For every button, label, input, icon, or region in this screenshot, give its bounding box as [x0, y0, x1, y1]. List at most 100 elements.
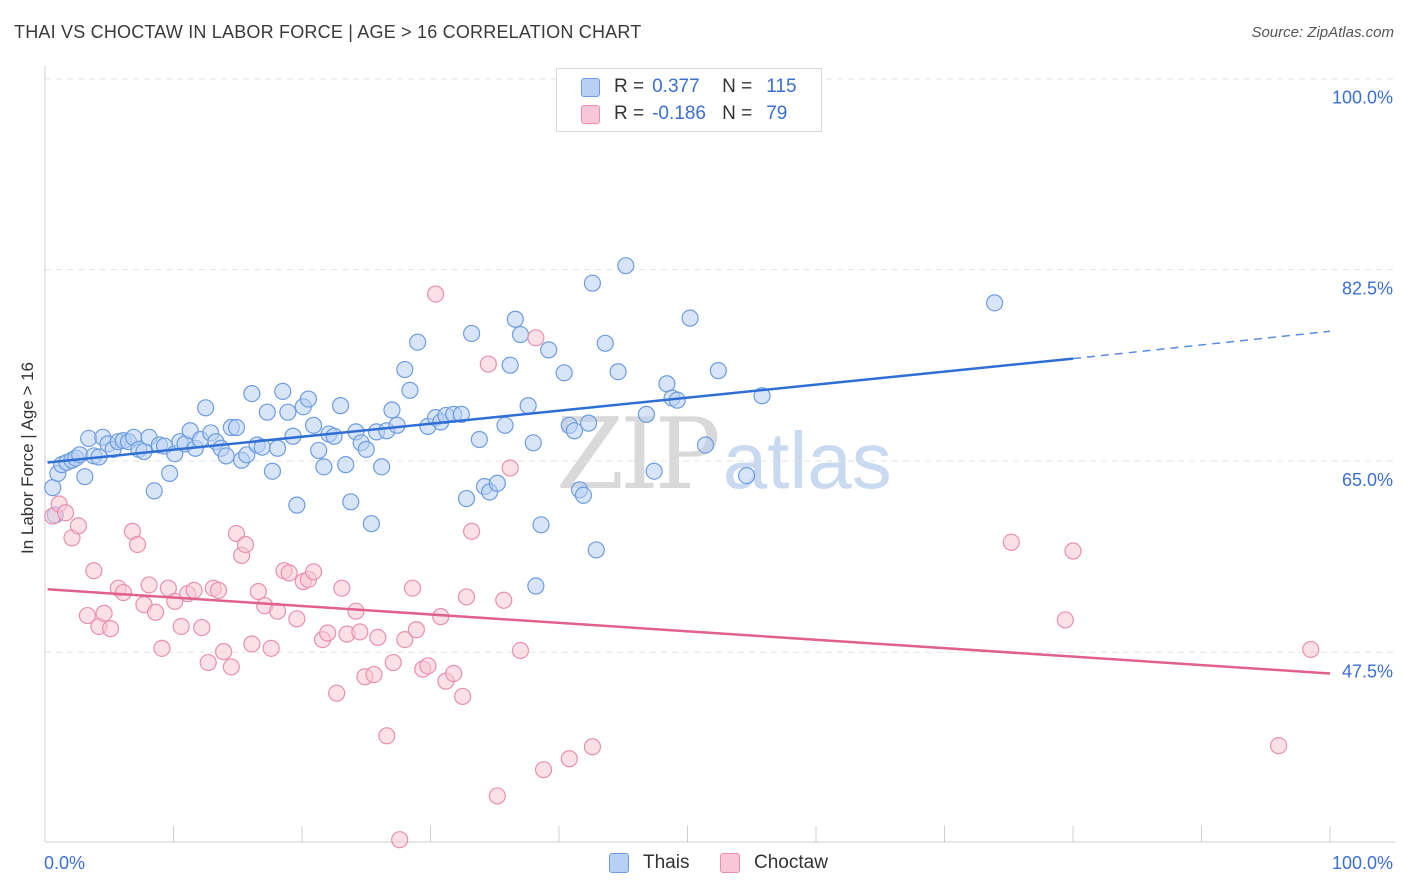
thais-point	[263, 462, 282, 480]
choctaw-point	[495, 591, 513, 609]
thais-point	[555, 364, 573, 382]
choctaw-point	[146, 603, 165, 621]
thais-point	[76, 468, 94, 486]
choctaw-point	[199, 653, 217, 672]
y-axis-label: In Labor Force | Age > 16	[18, 361, 37, 555]
choctaw-point	[463, 522, 481, 540]
thais-point	[304, 416, 323, 434]
choctaw-point	[185, 581, 203, 599]
choctaw-point	[391, 831, 409, 849]
thais-point	[501, 356, 519, 374]
thais-point	[738, 466, 756, 485]
choctaw-point	[243, 635, 261, 653]
choctaw-point	[1064, 542, 1082, 560]
choctaw-point	[583, 738, 602, 756]
choctaw-point	[427, 285, 445, 303]
y-tick-label: 47.5%	[1342, 661, 1393, 681]
choctaw-point	[222, 658, 240, 676]
thais-point	[986, 294, 1004, 312]
choctaw-point	[319, 624, 337, 642]
legend-r-value-choctaw: -0.186	[652, 103, 706, 124]
thais-point	[637, 405, 655, 423]
choctaw-point	[534, 761, 553, 779]
thais-point	[696, 436, 715, 454]
thais-point	[325, 427, 343, 445]
thais-point	[565, 422, 584, 440]
thais-point	[496, 416, 514, 434]
legend-n-label: N =	[722, 76, 753, 97]
thais-point	[609, 363, 627, 381]
thais-point	[617, 257, 635, 275]
thais-point	[362, 515, 380, 533]
thais-point	[383, 401, 401, 419]
legend-swatch-thais	[609, 853, 629, 873]
thais-point	[532, 516, 550, 534]
series-legend: Thais Choctaw	[0, 852, 1406, 878]
legend-row-thais: R = 0.377 N = 115	[581, 75, 797, 99]
choctaw-point	[172, 617, 190, 636]
thais-point	[524, 434, 542, 452]
choctaw-point	[56, 504, 75, 522]
choctaw-point	[153, 639, 171, 657]
thais-point	[357, 440, 375, 458]
legend-r-value-thais: 0.377	[652, 76, 700, 97]
thais-trend-line	[47, 357, 1074, 464]
choctaw-point	[407, 621, 425, 639]
thais-point	[753, 387, 771, 405]
thais-point	[488, 474, 506, 492]
choctaw-point	[78, 606, 97, 625]
legend-n-value-choctaw: 79	[766, 103, 788, 124]
choctaw-point	[1269, 737, 1288, 755]
legend-r-label: R =	[614, 103, 645, 124]
choctaw-point	[333, 579, 351, 597]
choctaw-point	[114, 583, 132, 602]
choctaw-point	[479, 355, 497, 373]
thais-point	[243, 384, 261, 403]
legend-row-choctaw: R = -0.186 N = 79	[581, 102, 787, 126]
legend-label-thais: Thais	[643, 852, 690, 873]
choctaw-point	[369, 628, 387, 647]
thais-point	[145, 482, 163, 500]
thais-point	[268, 439, 287, 457]
choctaw-point	[1056, 611, 1074, 629]
choctaw-trend-line	[47, 588, 1331, 675]
thais-point	[540, 341, 558, 359]
thais-point	[527, 577, 545, 595]
legend-item-thais[interactable]: Thais	[609, 852, 689, 874]
legend-r-label: R =	[614, 76, 645, 97]
choctaw-point	[403, 579, 422, 597]
thais-point	[470, 430, 488, 449]
thais-point	[409, 333, 427, 351]
legend-swatch-choctaw	[720, 853, 740, 873]
choctaw-point	[511, 641, 530, 660]
thais-point	[587, 541, 605, 559]
choctaw-point	[209, 581, 228, 599]
thais-point	[401, 381, 419, 399]
choctaw-point	[328, 684, 346, 702]
choctaw-point	[215, 643, 233, 661]
thais-point	[579, 414, 598, 432]
choctaw-point	[101, 620, 120, 638]
choctaw-point	[236, 535, 255, 554]
choctaw-point	[419, 657, 437, 675]
thais-point	[44, 479, 62, 497]
choctaw-point	[501, 459, 519, 477]
choctaw-point	[527, 329, 545, 347]
legend-label-choctaw: Choctaw	[754, 852, 828, 873]
thais-point	[596, 334, 614, 352]
thais-point	[161, 464, 179, 483]
thais-point	[681, 309, 699, 327]
choctaw-point	[249, 582, 267, 601]
choctaw-point	[347, 602, 365, 620]
thais-point	[315, 458, 333, 476]
chart-title: THAI VS CHOCTAW IN LABOR FORCE | AGE > 1…	[14, 22, 642, 42]
legend-item-choctaw[interactable]: Choctaw	[720, 852, 828, 874]
choctaw-point	[445, 664, 463, 683]
source-credit: Source: ZipAtlas.com	[1251, 24, 1394, 41]
thais-point	[373, 458, 391, 476]
thais-point	[463, 324, 481, 343]
thais-point	[506, 310, 524, 328]
choctaw-point	[488, 787, 506, 805]
thais-point	[217, 447, 235, 465]
